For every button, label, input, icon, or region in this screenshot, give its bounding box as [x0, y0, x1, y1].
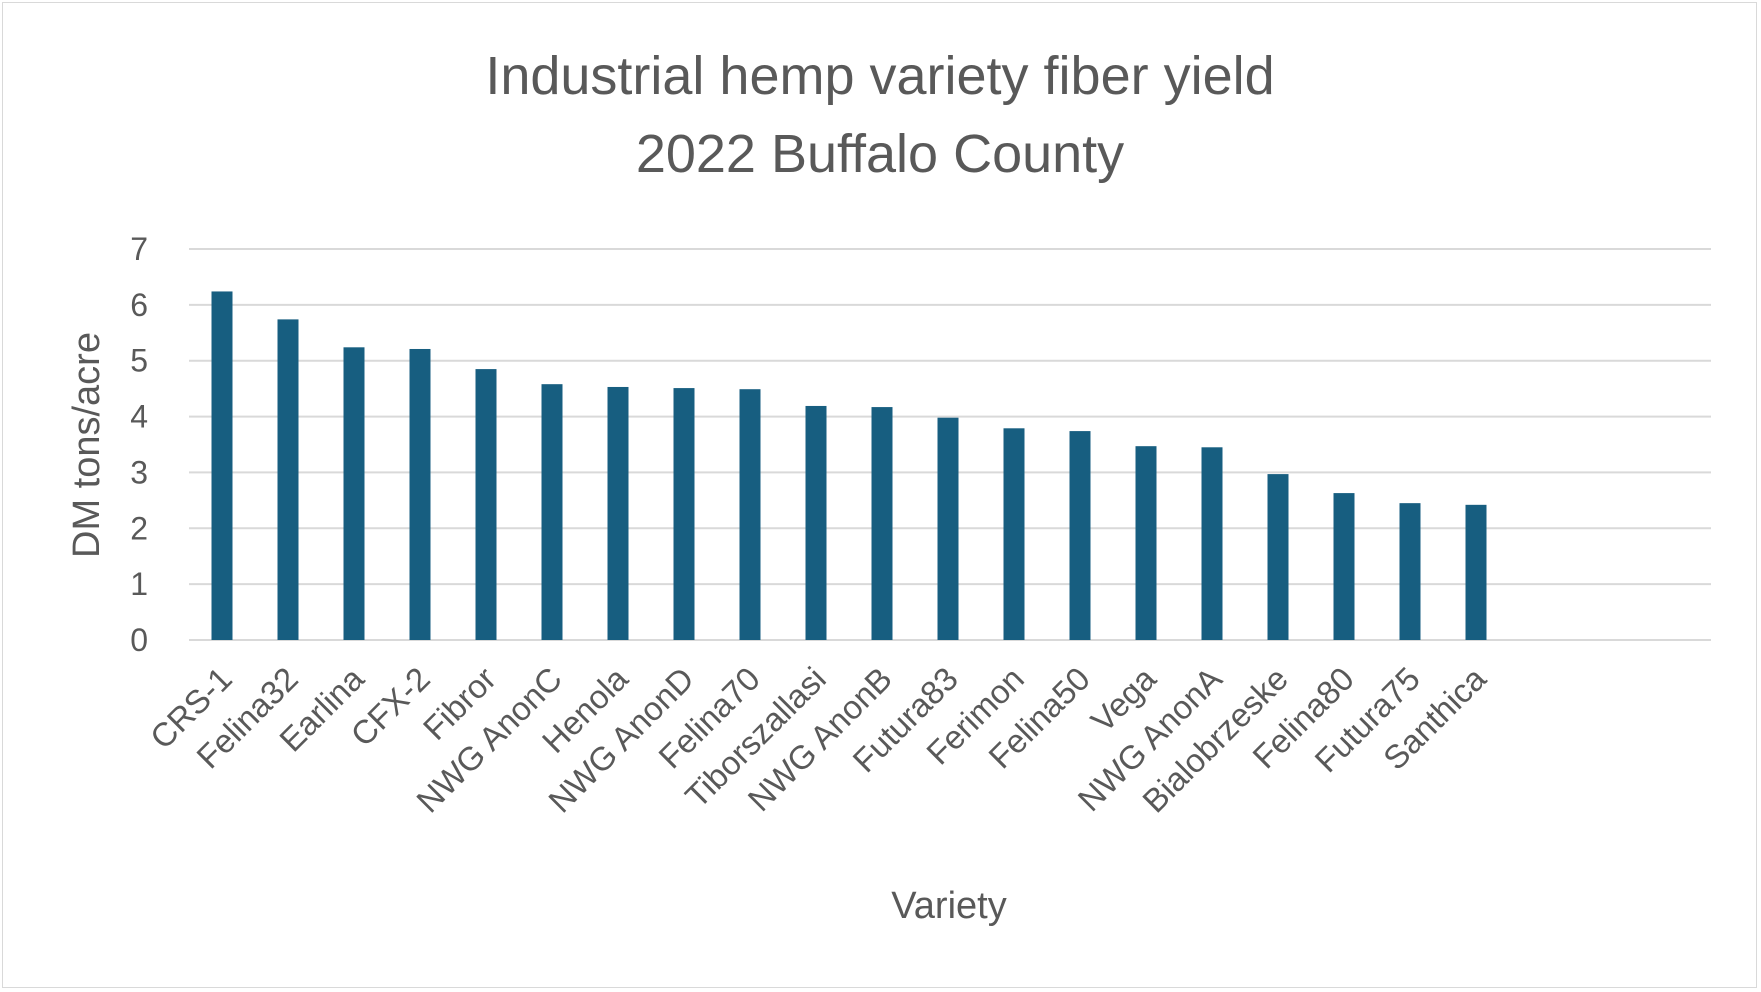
bar-cfx-2	[409, 348, 431, 640]
bar-felina50	[1069, 431, 1091, 640]
y-tick-label: 5	[130, 343, 148, 379]
bar-henola	[607, 386, 629, 640]
bar-futura75	[1399, 503, 1421, 640]
bar-fibror	[475, 369, 497, 640]
y-tick-label: 4	[130, 399, 148, 435]
bar-felina80	[1333, 493, 1355, 640]
bar-futura83	[937, 417, 959, 640]
y-tick-label: 7	[130, 231, 148, 267]
bar-tiborszallasi	[805, 405, 827, 640]
y-tick-label: 3	[130, 454, 148, 490]
x-axis-title: Variety	[891, 885, 1006, 927]
y-tick-label: 6	[130, 287, 148, 323]
bar-santhica	[1465, 504, 1487, 640]
y-axis-ticks: 0 1 2 3 4 5 6 7	[130, 231, 148, 658]
chart-title-line-2: 2022 Buffalo County	[636, 124, 1124, 184]
bar-nwg-anonb	[871, 407, 893, 640]
chart-title-line-1: Industrial hemp variety fiber yield	[485, 46, 1274, 106]
gridlines	[189, 248, 1711, 641]
bar-nwg-anona	[1201, 447, 1223, 640]
y-tick-label: 0	[130, 622, 148, 658]
bar-crs-1	[211, 291, 233, 640]
bar-earlina	[343, 347, 365, 640]
bar-felina32	[277, 319, 299, 640]
bars	[211, 291, 1487, 640]
y-tick-label: 1	[130, 566, 148, 602]
bar-felina70	[739, 389, 761, 640]
bar-ferimon	[1003, 428, 1025, 640]
bar-vega	[1135, 446, 1157, 640]
bar-nwg-anonc	[541, 384, 563, 640]
bar-nwg-anond	[673, 388, 695, 640]
y-axis-title: DM tons/acre	[66, 332, 108, 558]
bar-bialobrzeske	[1267, 474, 1289, 640]
y-tick-label: 2	[130, 510, 148, 546]
